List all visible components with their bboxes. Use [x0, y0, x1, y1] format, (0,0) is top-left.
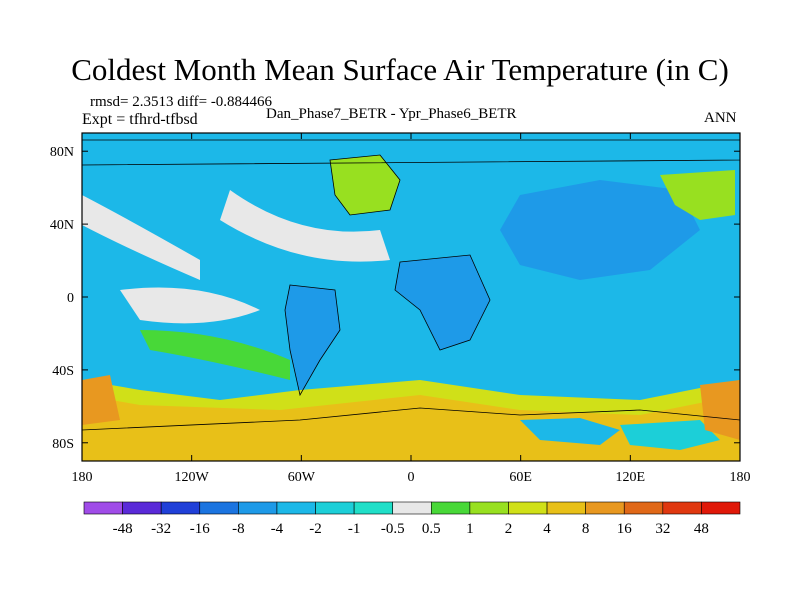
coastline-greenland — [329, 154, 401, 216]
colorbar-swatch — [701, 501, 741, 515]
diff-value: diff= -0.884466 — [177, 94, 273, 110]
y-tick-label: 40N — [50, 218, 74, 233]
y-tick-label: 0 — [67, 291, 74, 306]
y-axis: 80N 40N 0 40S 80S — [50, 145, 740, 452]
colorbar-swatch — [430, 501, 471, 515]
field-north-atlantic-near-zero — [220, 190, 390, 262]
colorbar-swatch — [508, 501, 548, 515]
colorbar-label: 0.5 — [422, 521, 441, 537]
field-africa — [395, 255, 490, 350]
colorbar-label: -16 — [190, 521, 210, 537]
colorbar-label: 32 — [655, 521, 670, 537]
colorbar-swatch — [662, 501, 702, 515]
field-north-pacific-near-zero — [82, 195, 200, 280]
y-tick-label: 80N — [50, 145, 74, 160]
colorbar-label: 1 — [466, 521, 474, 537]
coastline-africa — [394, 254, 491, 351]
colorbar-swatch — [83, 501, 123, 515]
colorbar-swatch — [122, 501, 162, 515]
coastline-antarctica — [82, 407, 740, 431]
y-tick-label: 40S — [52, 364, 74, 379]
colorbar-label: -2 — [309, 521, 322, 537]
colorbar-swatch — [315, 501, 355, 515]
colorbar-label: -0.5 — [381, 521, 405, 537]
colorbar-label: -8 — [232, 521, 245, 537]
colorbar-swatch — [160, 501, 201, 515]
field-south-pacific-band — [140, 330, 290, 380]
chart-title: Coldest Month Mean Surface Air Temperatu… — [71, 52, 729, 87]
x-axis: 180 120W 60W 0 60E 120E 180 — [72, 133, 751, 485]
colorbar-label: 2 — [505, 521, 513, 537]
period-label: ANN — [704, 110, 737, 126]
field-east-ross-orange — [700, 380, 740, 440]
field-south-america — [285, 285, 340, 395]
x-tick-label: 0 — [408, 470, 415, 485]
colorbar-swatch — [585, 501, 625, 515]
x-tick-label: 120W — [175, 470, 210, 485]
colorbar-label: -32 — [151, 521, 171, 537]
field-tropical-pacific-near-zero — [120, 287, 260, 324]
field-arctic-band — [82, 140, 740, 165]
experiment-label: Expt = tfhrd-tfbsd — [82, 111, 198, 128]
colorbar-label: 4 — [543, 521, 551, 537]
stats-line: rmsd= 2.3513 diff= -0.884466 — [90, 95, 272, 110]
x-tick-label: 60W — [288, 470, 316, 485]
field-antarctic-interior-patch — [520, 418, 620, 445]
x-tick-label: 180 — [72, 470, 93, 485]
field-antarctic-east-patch — [620, 420, 720, 450]
colorbar-swatch — [392, 501, 432, 515]
y-tick-label: 80S — [52, 437, 74, 452]
field-eurasia-interior — [500, 180, 700, 280]
field-west-ross-orange — [82, 375, 120, 425]
colorbar-label: 8 — [582, 521, 590, 537]
colorbar-label: 48 — [694, 521, 709, 537]
colorbar-swatch — [199, 501, 239, 515]
rmsd-value: rmsd= 2.3513 — [90, 94, 174, 110]
colorbar-swatch — [623, 501, 664, 515]
x-tick-label: 120E — [616, 470, 646, 485]
colorbar-label: -1 — [348, 521, 361, 537]
comparison-label: Dan_Phase7_BETR - Ypr_Phase6_BETR — [266, 106, 517, 122]
x-tick-label: 180 — [730, 470, 751, 485]
colorbar-label: -4 — [271, 521, 284, 537]
field-northeast-asia — [660, 170, 735, 220]
colorbar-swatch — [238, 501, 278, 515]
colorbar-swatch — [276, 501, 316, 515]
colorbar: -48 -32 -16 -8 -4 -2 -1 -0.5 0.5 1 2 4 8 16 32 48 — [83, 501, 741, 537]
colorbar-swatch — [469, 501, 509, 515]
colorbar-label: 16 — [617, 521, 633, 537]
coastline-south-america — [284, 284, 341, 397]
colorbar-swatch — [546, 501, 586, 515]
map-field — [82, 133, 740, 461]
colorbar-label: -48 — [113, 521, 133, 537]
field-greenland — [330, 155, 400, 215]
colorbar-swatch — [353, 501, 394, 515]
coastline-arctic — [82, 139, 740, 166]
field-antarctic-warm — [82, 395, 740, 461]
x-tick-label: 60E — [509, 470, 532, 485]
